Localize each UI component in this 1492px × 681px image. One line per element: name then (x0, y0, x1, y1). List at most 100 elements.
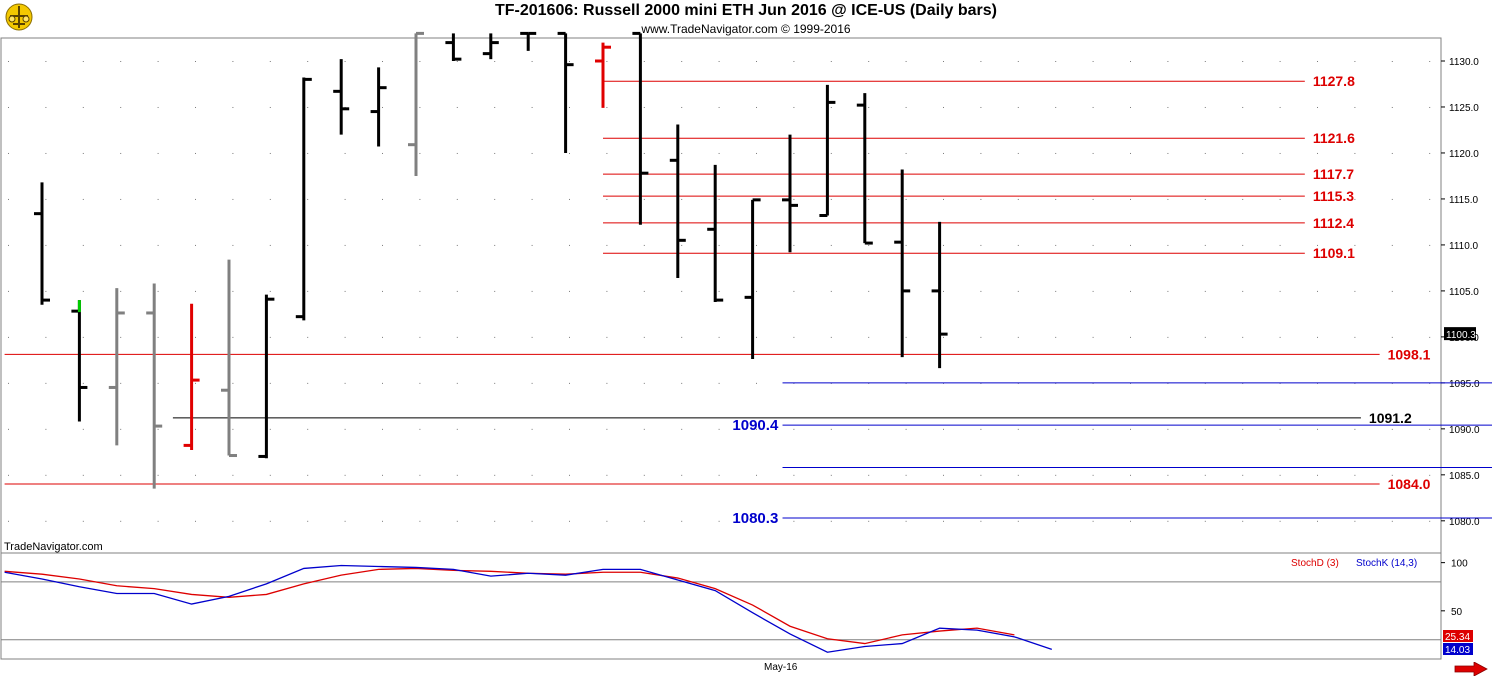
grid-dot (905, 428, 907, 430)
grid-dot (1055, 106, 1057, 108)
grid-dot (1317, 152, 1318, 154)
chart-header: TF-201606: Russell 2000 mini ETH Jun 201… (0, 0, 1492, 38)
grid-dot (232, 60, 234, 62)
grid-dot (943, 106, 944, 108)
grid-dot (494, 336, 496, 338)
grid-dot (1354, 244, 1356, 246)
legend-stochd: StochD (3) (1291, 558, 1339, 569)
grid-dot (1279, 290, 1281, 292)
grid-dot (1017, 336, 1019, 338)
grid-dot (1354, 520, 1356, 522)
grid-dot (456, 290, 458, 292)
grid-dot (45, 198, 47, 200)
grid-dot (232, 244, 234, 246)
grid-dot (868, 60, 870, 62)
grid-dot (1055, 428, 1057, 430)
grid-dot (419, 428, 421, 430)
grid-dot (382, 474, 383, 476)
stoch-legend: StochD (3) StochK (14,3) (1291, 558, 1417, 569)
grid-dot (943, 152, 944, 154)
grid-dot (120, 382, 122, 384)
ohlc-bar (146, 283, 163, 489)
grid-dot (1391, 520, 1393, 522)
level-label: 1090.4 (732, 417, 779, 434)
grid-dot (157, 60, 159, 62)
ohlc-bar (71, 300, 88, 422)
grid-dot (382, 290, 383, 292)
grid-dot (1204, 198, 1206, 200)
grid-dot (793, 152, 795, 154)
grid-dot (1279, 60, 1281, 62)
grid-dot (456, 336, 458, 338)
grid-dot (1429, 428, 1431, 430)
grid-dot (1092, 520, 1094, 522)
grid-dot (382, 428, 383, 430)
grid-dot (456, 474, 458, 476)
grid-dot (494, 474, 496, 476)
chart-subtitle: www.TradeNavigator.com © 1999-2016 (641, 22, 851, 36)
grid-dot (344, 60, 346, 62)
grid-dot (1055, 152, 1057, 154)
grid-dot (157, 520, 159, 522)
grid-dot (1354, 428, 1356, 430)
grid-dot (1204, 106, 1206, 108)
grid-dot (82, 244, 84, 246)
grid-dot (456, 382, 458, 384)
y-tick-label: 1105.0 (1449, 287, 1479, 298)
grid-dot (195, 290, 196, 292)
stoch-plot-frame (0, 552, 1442, 660)
ohlc-bar (557, 31, 574, 153)
grid-dot (793, 336, 795, 338)
stoch-y-tick-label: 100 (1451, 559, 1468, 570)
grid-dot (1429, 336, 1431, 338)
grid-dot (269, 382, 271, 384)
grid-dot (569, 520, 570, 522)
grid-dot (157, 382, 159, 384)
grid-dot (1204, 60, 1206, 62)
grid-dot (269, 244, 271, 246)
grid-dot (569, 336, 570, 338)
grid-dot (419, 198, 421, 200)
grid-dot (1167, 198, 1169, 200)
grid-dot (344, 520, 346, 522)
grid-dot (344, 336, 346, 338)
grid-dot (606, 520, 608, 522)
grid-dot (643, 152, 645, 154)
grid-dot (269, 290, 271, 292)
grid-dot (1242, 152, 1244, 154)
grid-dot (643, 336, 645, 338)
stoch-y-tick-label: 50 (1451, 607, 1463, 618)
grid-dot (232, 336, 234, 338)
grid-dot (307, 428, 309, 430)
grid-dot (1130, 428, 1131, 430)
grid-dot (1204, 152, 1206, 154)
grid-dot (8, 244, 9, 246)
ohlc-bar (707, 164, 724, 302)
grid-dot (1055, 60, 1057, 62)
scroll-right-arrow-icon[interactable] (1454, 661, 1488, 681)
grid-dot (531, 244, 533, 246)
grid-dot (82, 106, 84, 108)
grid-dot (45, 60, 47, 62)
grid-dot (232, 428, 234, 430)
grid-dot (681, 106, 683, 108)
grid-dot (1242, 290, 1244, 292)
grid-dot (307, 244, 309, 246)
grid-dot (830, 520, 832, 522)
grid-dot (232, 152, 234, 154)
grid-dot (905, 106, 907, 108)
ohlc-bar (408, 31, 424, 176)
grid-dot (1017, 152, 1019, 154)
grid-dot (980, 152, 982, 154)
grid-dot (531, 520, 533, 522)
grid-dot (1429, 106, 1431, 108)
grid-dot (157, 428, 159, 430)
grid-dot (1055, 474, 1057, 476)
grid-dot (307, 474, 309, 476)
grid-dot (1204, 290, 1206, 292)
grid-dot (494, 520, 496, 522)
grid-dot (643, 60, 645, 62)
grid-dot (980, 520, 982, 522)
grid-dot (1317, 520, 1318, 522)
price-grid (8, 60, 1431, 522)
